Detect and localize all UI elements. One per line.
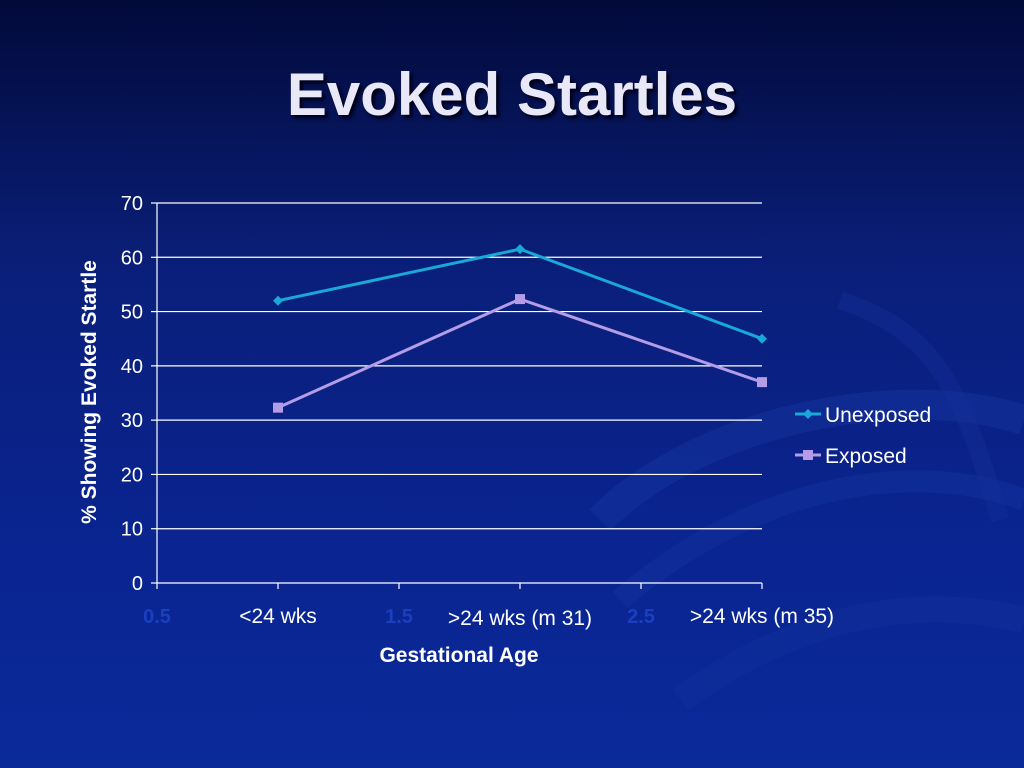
y-tick-label-50: 50: [121, 302, 143, 324]
y-tick-label-30: 30: [121, 410, 143, 432]
series-line-exposed: [277, 297, 763, 410]
category-label-2: >24 wks (m 31): [448, 607, 592, 630]
legend-marker-unexposed: [803, 409, 813, 419]
point-exposed-1: [273, 402, 283, 413]
slide-title: Evoked Startles: [286, 61, 738, 128]
y-tick-label-60: 60: [121, 247, 143, 269]
y-tick-label-70: 70: [121, 193, 143, 215]
series-line-unexposed: [277, 247, 763, 341]
point-unexposed-2: [515, 244, 525, 255]
y-tick-label-20: 20: [121, 464, 143, 486]
x-tick-label-0.5: 0.5: [143, 606, 171, 628]
legend-label-exposed: Exposed: [825, 445, 907, 468]
legend-marker-exposed: [803, 450, 813, 460]
x-tick-label-2.5: 2.5: [627, 606, 655, 628]
x-tick-label-1.5: 1.5: [385, 606, 413, 628]
grid-lines: [157, 202, 762, 530]
category-label-3: >24 wks (m 35): [690, 605, 834, 628]
legend: Unexposed Exposed: [795, 404, 931, 468]
point-exposed-2: [515, 294, 525, 305]
y-axis-label: % Showing Evoked Startle: [78, 260, 101, 524]
y-tick-label-0: 0: [132, 573, 143, 595]
y-tick-labels: 0 10 20 30 40 50 60 70: [121, 193, 143, 595]
axes: [151, 202, 763, 589]
legend-label-unexposed: Unexposed: [825, 404, 931, 427]
series-group: [273, 244, 767, 413]
y-tick-label-10: 10: [121, 519, 143, 541]
category-labels: <24 wks >24 wks (m 31) >24 wks (m 35): [239, 605, 834, 630]
point-unexposed-1: [273, 295, 283, 306]
x-axis-label: Gestational Age: [379, 644, 538, 667]
point-exposed-3: [757, 377, 767, 388]
category-label-1: <24 wks: [239, 605, 317, 628]
point-unexposed-3: [757, 333, 767, 344]
y-tick-label-40: 40: [121, 356, 143, 378]
x-tick-labels: 0.5 1.5 2.5: [143, 606, 655, 628]
